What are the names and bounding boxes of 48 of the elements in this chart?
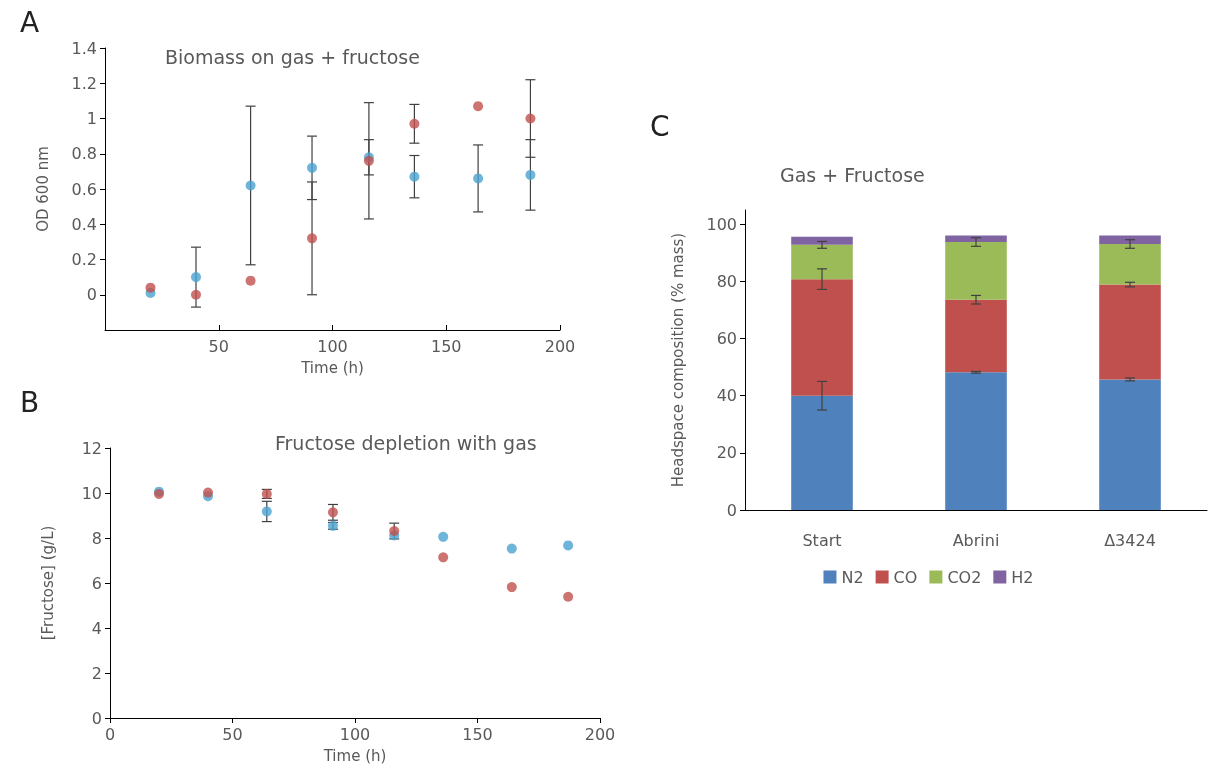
y-tick-label: 0 xyxy=(726,500,737,520)
legend-label: CO xyxy=(893,567,918,587)
y-tick-label: 0.2 xyxy=(71,250,97,269)
y-tick-label: 100 xyxy=(706,214,737,234)
text: C xyxy=(650,109,670,143)
y-tick-label: 4 xyxy=(91,618,102,638)
x-tick-label: 100 xyxy=(339,724,371,744)
y-tick-label: 0 xyxy=(91,708,102,728)
x-axis-title: Time (h) xyxy=(300,358,364,377)
x-tick-label: Δ3424 xyxy=(1104,530,1156,550)
x-tick-label: Start xyxy=(802,530,842,550)
y-tick-label: 1.2 xyxy=(71,73,97,93)
y-tick-label: 2 xyxy=(91,663,102,683)
x-tick-label: Abrini xyxy=(952,530,1000,550)
text: A xyxy=(20,5,40,39)
y-tick-label: 0.4 xyxy=(71,214,97,234)
chart-title: Biomass on gas + fructose xyxy=(165,45,420,68)
legend-label: CO2 xyxy=(947,567,982,587)
y-tick-label: 1 xyxy=(86,109,97,128)
y-tick-label: 10 xyxy=(81,483,102,503)
x-tick-label: 150 xyxy=(430,336,462,356)
y-tick-label: 20 xyxy=(716,443,737,463)
y-axis-title: [Fructose] (g/L) xyxy=(38,525,57,641)
y-tick-label: 80 xyxy=(716,271,737,291)
chart-title: Gas + Fructose xyxy=(780,163,925,186)
x-axis-title: Time (h) xyxy=(322,746,387,765)
x-tick-label: 50 xyxy=(222,724,243,744)
text: B xyxy=(20,385,40,419)
y-tick-label: 12 xyxy=(81,438,102,458)
legend-label: H2 xyxy=(1011,567,1034,587)
y-tick-label: 60 xyxy=(716,329,737,349)
x-tick-label: 100 xyxy=(317,336,348,356)
x-tick-label: 0 xyxy=(104,724,116,744)
y-tick-label: 0 xyxy=(86,285,97,305)
x-tick-label: 200 xyxy=(584,724,616,744)
legend-label: N2 xyxy=(841,567,864,587)
y-tick-label: 0.8 xyxy=(71,144,97,164)
y-tick-label: 0.6 xyxy=(71,179,97,199)
chart-title: Fructose depletion with gas xyxy=(275,431,537,454)
y-axis-title: OD 600 nm xyxy=(33,146,52,232)
y-tick-label: 40 xyxy=(716,386,737,406)
y-tick-label: 8 xyxy=(91,528,102,548)
x-tick-label: 150 xyxy=(462,724,493,744)
y-tick-label: 6 xyxy=(91,573,102,593)
y-tick-label: 1.4 xyxy=(71,38,97,58)
x-tick-label: 200 xyxy=(544,336,576,356)
y-axis-title: Headspace composition (% mass) xyxy=(668,232,687,488)
x-tick-label: 50 xyxy=(208,336,229,356)
